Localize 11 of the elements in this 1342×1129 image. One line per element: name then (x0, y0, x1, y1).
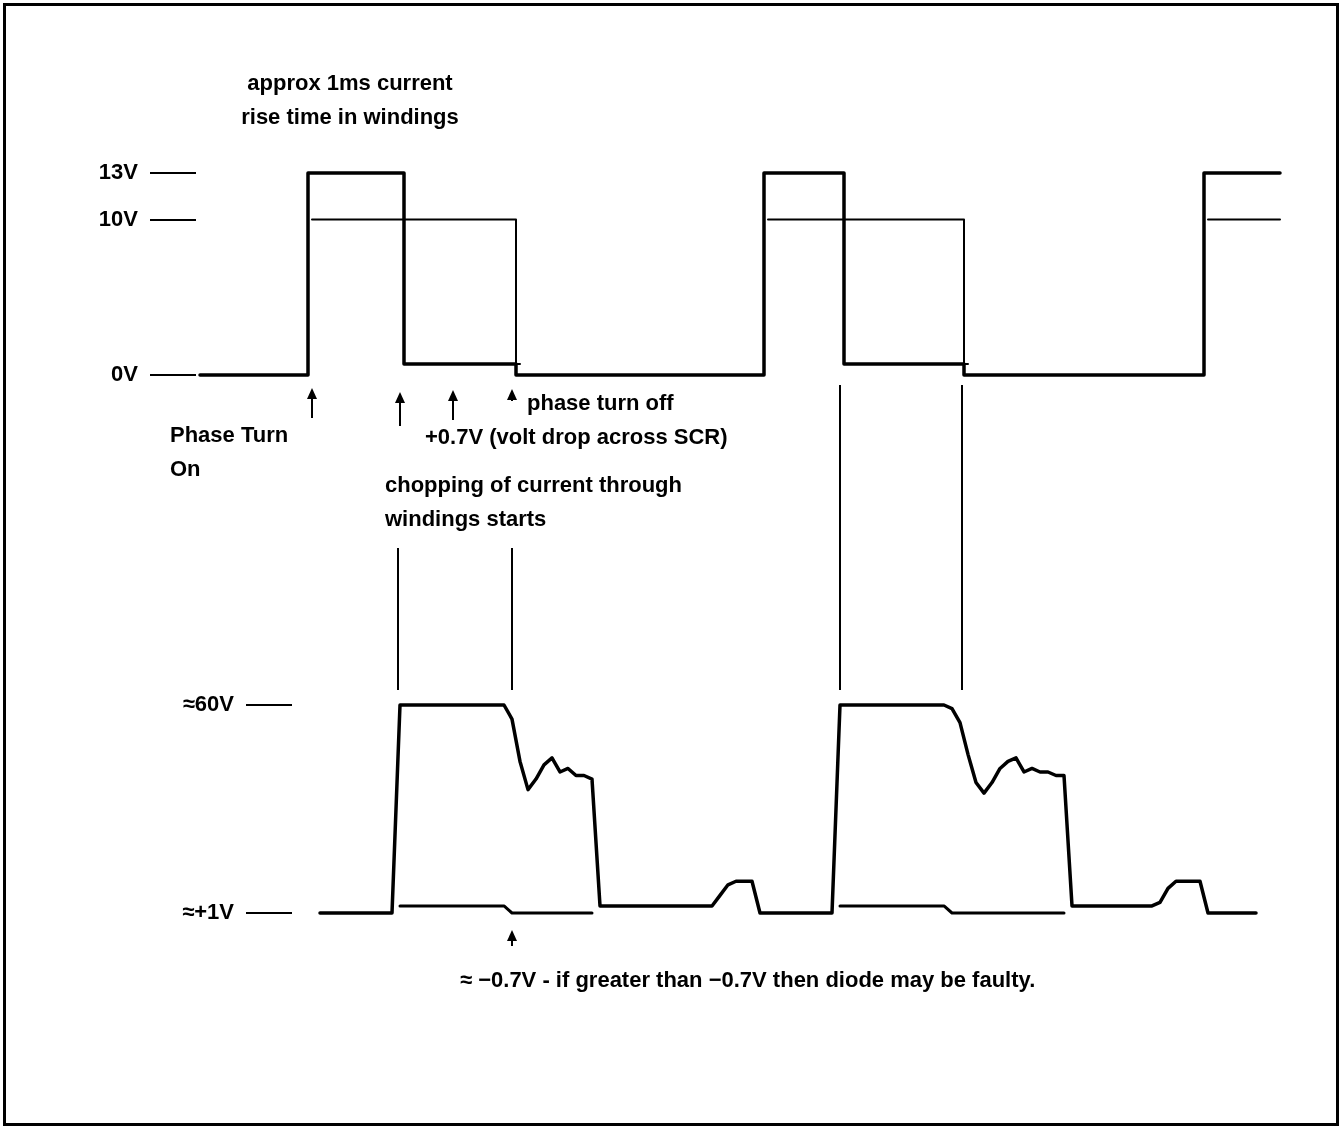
y-tick-label: 10V (98, 205, 139, 231)
text: phase turn off (527, 390, 675, 416)
text: ≈ −0.7V - if greater than −0.7V then diode may be faulty. (460, 967, 1036, 993)
y-tick-label: 0V (111, 361, 139, 387)
text: approx 1ms current rise time in windings (241, 70, 459, 130)
y-tick-label: ≈60V (182, 691, 235, 717)
y-tick-label: ≈+1V (182, 899, 235, 925)
text: Phase Turn On (170, 422, 289, 482)
y-tick-label: 13V (98, 159, 139, 185)
text: +0.7V (volt drop across SCR) (425, 424, 728, 450)
text: chopping of current through windings starts (384, 472, 682, 532)
